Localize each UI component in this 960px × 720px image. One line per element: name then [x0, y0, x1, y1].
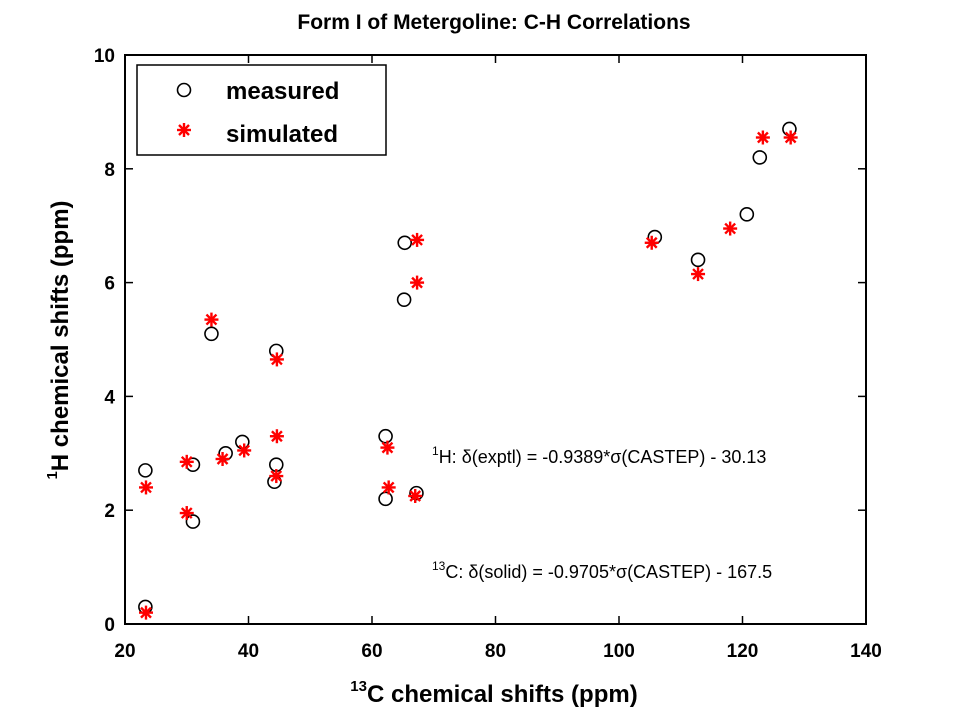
point-simulated: [237, 443, 252, 458]
y-tick-label: 10: [94, 46, 115, 67]
point-simulated: [381, 480, 396, 495]
legend-box: [136, 64, 387, 156]
annotation-1h-superscript: 1: [432, 444, 439, 458]
point-simulated: [410, 275, 425, 290]
x-tick-label: 80: [485, 641, 506, 662]
point-simulated: [410, 232, 425, 247]
point-simulated: [269, 352, 284, 367]
point-measured: [396, 292, 412, 307]
legend-label-measured: measured: [226, 78, 339, 105]
point-measured: [185, 514, 201, 529]
x-axis-label-text: C chemical shifts (ppm): [367, 681, 638, 708]
x-axis-label: 13C chemical shifts (ppm): [350, 678, 637, 708]
point-simulated: [179, 506, 194, 521]
point-simulated: [691, 267, 706, 282]
annotation-1h-text: H: δ(exptl) = -0.9389*σ(CASTEP) - 30.13: [439, 447, 767, 467]
point-simulated: [138, 480, 153, 495]
point-simulated: [138, 605, 153, 620]
point-measured: [739, 207, 755, 222]
point-simulated: [269, 469, 284, 484]
point-simulated: [755, 130, 770, 145]
point-simulated: [783, 130, 798, 145]
y-axis-label-text: H chemical shifts (ppm): [47, 200, 74, 471]
point-measured: [378, 428, 393, 444]
point-measured: [204, 326, 219, 342]
data-points: [138, 121, 798, 620]
point-measured: [378, 491, 393, 507]
chart-title: Form I of Metergoline: C-H Correlations: [297, 11, 690, 34]
annotation-13c-text: C: δ(solid) = -0.9705*σ(CASTEP) - 167.5: [445, 562, 772, 582]
point-simulated: [644, 235, 659, 250]
point-simulated: [269, 429, 284, 444]
point-simulated: [204, 312, 219, 327]
x-tick-label: 60: [361, 641, 382, 662]
tick-labels: 20 40 60 80 100 120 140 0 2 4 6 8 10: [94, 46, 882, 662]
point-measured: [752, 150, 768, 165]
legend-marker-measured: [176, 82, 192, 98]
x-tick-label: 100: [603, 641, 635, 662]
y-tick-label: 6: [104, 274, 115, 295]
point-measured: [690, 252, 706, 268]
x-tick-label: 40: [238, 641, 259, 662]
y-tick-label: 4: [104, 387, 115, 408]
annotation-1h-fit: 1H: δ(exptl) = -0.9389*σ(CASTEP) - 30.13: [432, 444, 766, 467]
annotation-13c-fit: 13C: δ(solid) = -0.9705*σ(CASTEP) - 167.…: [432, 559, 772, 582]
x-axis-label-superscript: 13: [350, 678, 367, 695]
x-tick-label: 140: [850, 641, 882, 662]
point-measured: [409, 485, 424, 501]
point-simulated: [723, 221, 738, 236]
plot-frame: [124, 54, 867, 625]
legend-marker-simulated: [177, 123, 191, 137]
point-simulated: [179, 454, 194, 469]
y-tick-label: 2: [104, 501, 115, 522]
point-simulated: [215, 451, 230, 466]
point-measured: [138, 463, 153, 478]
legend: measured simulated: [136, 64, 387, 156]
annotation-13c-superscript: 13: [432, 559, 446, 573]
point-simulated: [408, 488, 423, 503]
y-tick-label: 8: [104, 160, 115, 181]
legend-label-simulated: simulated: [226, 121, 338, 148]
point-measured: [397, 235, 413, 251]
x-tick-label: 120: [727, 641, 759, 662]
y-tick-label: 0: [104, 615, 115, 636]
point-simulated: [380, 440, 395, 455]
y-axis-label-superscript: 1: [44, 471, 61, 479]
x-tick-label: 20: [114, 641, 135, 662]
y-axis-label: 1H chemical shifts (ppm): [44, 200, 74, 479]
